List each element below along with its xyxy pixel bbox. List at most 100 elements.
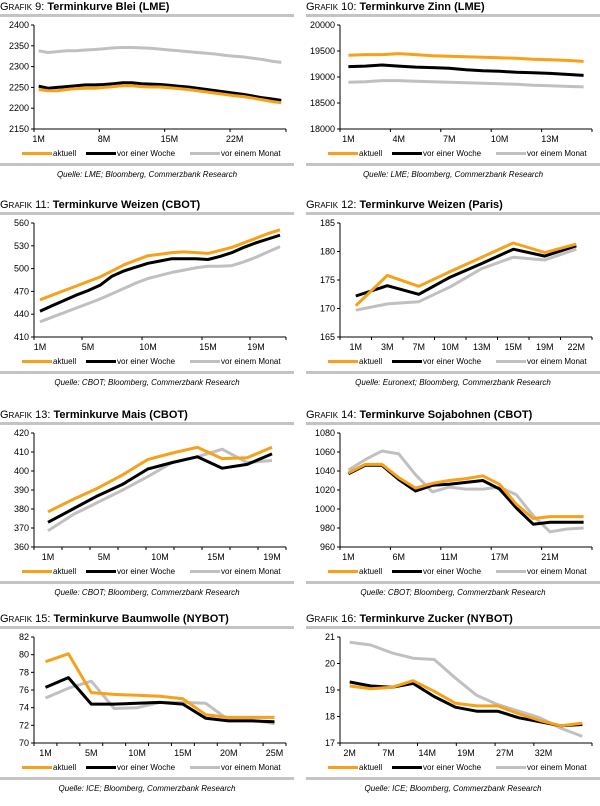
legend-item-monat: vor einem Monat <box>496 149 587 158</box>
legend-label: vor einem Monat <box>527 763 587 772</box>
divider <box>306 581 600 584</box>
chart-title: Grafik 14: Terminkurve Sojabohnen (CBOT) <box>306 408 600 422</box>
chart-panel-14: Grafik 14: Terminkurve Sojabohnen (CBOT)… <box>306 408 600 600</box>
legend-item-monat: vor einem Monat <box>190 357 281 366</box>
chart-title: Grafik 11: Terminkurve Weizen (CBOT) <box>0 198 294 212</box>
legend-item-aktuell: aktuell <box>328 149 382 158</box>
chart-panel-15: Grafik 15: Terminkurve Baumwolle (NYBOT)… <box>0 612 294 796</box>
y-tick-label: 170 <box>320 304 335 314</box>
line-chart: 70 72 74 76 78 80 82 1M 5M 10M 15M 20M 25M <box>19 632 287 758</box>
legend-swatch <box>22 570 52 573</box>
x-tick-label: 15M <box>161 134 179 144</box>
legend-label: vor einer Woche <box>117 763 176 772</box>
divider <box>0 163 294 166</box>
x-tick-label: 10M <box>441 342 459 352</box>
y-tick-label: 165 <box>320 332 335 342</box>
legend-item-monat: vor einem Monat <box>190 763 281 772</box>
legend-label: vor einer Woche <box>423 357 482 366</box>
series-line-monat <box>347 449 584 534</box>
y-tick-label: 410 <box>14 332 29 342</box>
legend-swatch <box>86 570 116 573</box>
source-note: Quelle: CBOT; Bloomberg, Commerzbank Res… <box>54 588 240 597</box>
legend-item-aktuell: aktuell <box>22 763 76 772</box>
y-tick-label: 185 <box>320 218 335 228</box>
legend-label: vor einer Woche <box>117 149 176 158</box>
divider <box>0 14 294 17</box>
series-line-woche <box>355 244 577 298</box>
legend-swatch <box>86 152 116 155</box>
legend-label: aktuell <box>53 567 77 576</box>
legend-label: vor einem Monat <box>527 149 587 158</box>
x-tick-label: 17M <box>491 552 509 562</box>
legend-swatch <box>496 152 526 155</box>
legend-item-monat: vor einem Monat <box>190 149 281 158</box>
y-tick-label: 19 <box>325 685 335 695</box>
legend-swatch <box>496 360 526 363</box>
y-tick-label: 20 <box>325 659 335 669</box>
legend: aktuell vor einer Woche vor einem Monat <box>0 355 294 371</box>
series-line-aktuell <box>38 84 282 105</box>
source-note: Quelle: LME; Bloomberg, Commerzbank Rese… <box>362 170 544 179</box>
y-tick-label: 980 <box>320 523 335 533</box>
x-tick-label: 13M <box>541 134 559 144</box>
legend-swatch <box>328 570 358 573</box>
line-chart: 360 370 380 390 400 410 420 1M 5M 10M 15M 19M <box>14 428 287 562</box>
legend-label: aktuell <box>359 763 383 772</box>
legend: aktuell vor einer Woche vor einem Monat <box>306 147 600 163</box>
chart-title-text: Terminkurve Blei (LME) <box>47 1 170 13</box>
chart-number: Grafik 12: <box>306 199 360 211</box>
legend-item-monat: vor einem Monat <box>190 567 281 576</box>
legend: aktuell vor einer Woche vor einem Monat <box>0 565 294 581</box>
chart-title-text: Terminkurve Baumwolle (NYBOT) <box>53 613 229 625</box>
legend-swatch <box>392 570 422 573</box>
chart-panel-9: Grafik 9: Terminkurve Blei (LME) 2150 2200… <box>0 0 294 182</box>
y-tick-label: 18 <box>325 712 335 722</box>
series-line-monat <box>355 247 577 312</box>
x-tick-label: 3M <box>381 342 394 352</box>
legend-item-woche: vor einer Woche <box>392 149 481 158</box>
legend-label: vor einem Monat <box>527 357 587 366</box>
y-tick-label: 1000 <box>315 504 335 514</box>
series-line-monat <box>47 447 273 533</box>
x-tick-label: 6M <box>393 552 406 562</box>
legend-label: aktuell <box>359 567 383 576</box>
legend-item-aktuell: aktuell <box>22 567 76 576</box>
divider <box>0 581 294 584</box>
y-tick-label: 470 <box>14 286 29 296</box>
legend-label: vor einem Monat <box>221 357 281 366</box>
line-chart: 2150 2200 2250 2300 2350 2400 1M 8M 15M 22M <box>9 20 287 144</box>
legend-label: vor einem Monat <box>221 763 281 772</box>
source-note: Quelle: CBOT; Bloomberg, Commerzbank Res… <box>360 588 546 597</box>
series-line-monat <box>38 46 282 64</box>
legend-item-woche: vor einer Woche <box>392 763 481 772</box>
legend-label: vor einem Monat <box>527 567 587 576</box>
line-chart: 960 980 1000 1020 1040 1060 1080 1M 6M 11M 17M 21M <box>315 428 593 562</box>
x-tick-label: 2M <box>343 748 356 758</box>
x-tick-label: 10M <box>139 342 157 352</box>
chart-panel-11: Grafik 11: Terminkurve Weizen (CBOT) 410 4… <box>0 198 294 390</box>
y-tick-label: 175 <box>320 275 335 285</box>
y-tick-label: 500 <box>14 264 29 274</box>
legend-swatch <box>190 360 220 363</box>
source-note: Quelle: LME; Bloomberg, Commerzbank Rese… <box>56 170 238 179</box>
y-tick-label: 380 <box>14 504 29 514</box>
x-tick-label: 1M <box>42 552 55 562</box>
source-note: Quelle: CBOT; Bloomberg, Commerzbank Res… <box>54 378 240 387</box>
legend-swatch <box>22 766 52 769</box>
series-line-aktuell <box>39 228 281 302</box>
legend-swatch <box>22 152 52 155</box>
chart-title-text: Terminkurve Zinn (LME) <box>359 1 485 13</box>
series-line-monat <box>349 640 583 738</box>
legend-swatch <box>392 152 422 155</box>
x-tick-label: 10M <box>128 748 146 758</box>
divider <box>0 626 294 629</box>
chart-title-text: Terminkurve Sojabohnen (CBOT) <box>359 409 533 421</box>
legend-item-woche: vor einer Woche <box>86 567 175 576</box>
divider <box>306 777 600 780</box>
x-tick-label: 15M <box>207 552 225 562</box>
chart-title-text: Terminkurve Weizen (Paris) <box>359 199 503 211</box>
y-tick-label: 560 <box>14 218 29 228</box>
y-tick-label: 70 <box>19 738 29 748</box>
x-tick-label: 20M <box>220 748 238 758</box>
legend-item-aktuell: aktuell <box>328 763 382 772</box>
